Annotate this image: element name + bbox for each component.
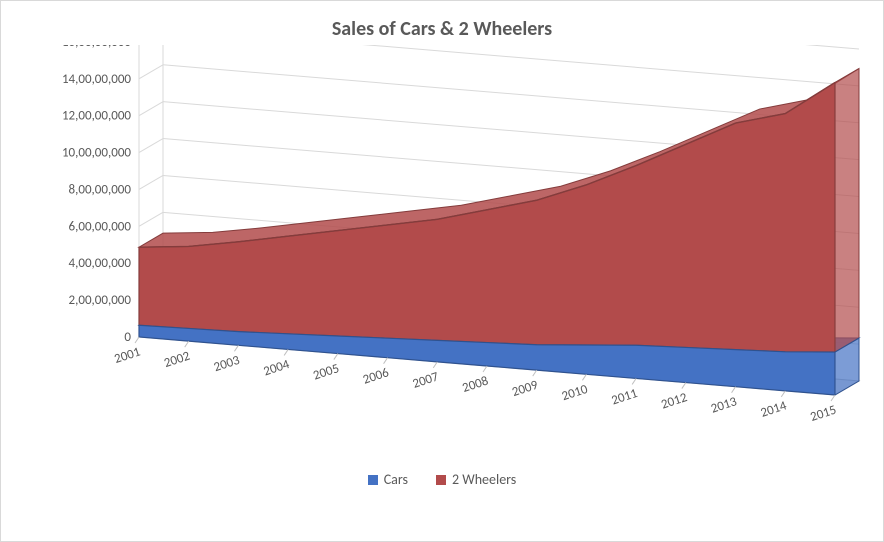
svg-text:10,00,00,000: 10,00,00,000 [62, 146, 131, 161]
svg-text:2015: 2015 [809, 403, 839, 425]
legend-item-2wheelers: 2 Wheelers [436, 471, 516, 488]
svg-text:2009: 2009 [510, 378, 540, 401]
svg-text:2012: 2012 [659, 390, 689, 413]
svg-text:6,00,00,000: 6,00,00,000 [69, 219, 132, 234]
svg-text:2002: 2002 [162, 349, 192, 372]
svg-text:2004: 2004 [262, 357, 292, 380]
legend-swatch-cars [368, 475, 378, 485]
svg-text:2001: 2001 [113, 345, 143, 367]
svg-text:2008: 2008 [461, 373, 491, 396]
chart-svg: 0 2,00,00,000 4,00,00,000 6,00,00,000 8,00,0… [19, 45, 865, 465]
svg-text:2011: 2011 [610, 386, 640, 408]
svg-text:2013: 2013 [709, 394, 739, 417]
svg-text:14,00,00,000: 14,00,00,000 [62, 72, 131, 87]
svg-text:2006: 2006 [361, 365, 391, 388]
svg-text:2003: 2003 [212, 353, 242, 376]
legend: Cars 2 Wheelers [19, 471, 865, 488]
svg-text:16,00,00,000: 16,00,00,000 [62, 45, 131, 50]
svg-text:8,00,00,000: 8,00,00,000 [69, 182, 132, 197]
svg-text:2010: 2010 [560, 382, 590, 405]
svg-text:4,00,00,000: 4,00,00,000 [69, 256, 132, 271]
plot-area: 0 2,00,00,000 4,00,00,000 6,00,00,000 8,00,0… [19, 45, 865, 465]
legend-item-cars: Cars [368, 471, 408, 488]
svg-text:2014: 2014 [759, 398, 789, 421]
chart-frame: Sales of Cars & 2 Wheelers 0 2,00,00,000 4… [0, 0, 884, 542]
svg-text:2,00,00,000: 2,00,00,000 [69, 293, 132, 308]
legend-swatch-2wheelers [436, 475, 446, 485]
legend-label-cars: Cars [384, 471, 408, 488]
svg-text:2007: 2007 [411, 369, 441, 392]
svg-text:2005: 2005 [311, 361, 341, 383]
svg-text:12,00,00,000: 12,00,00,000 [62, 109, 131, 124]
legend-label-2wheelers: 2 Wheelers [452, 471, 516, 488]
svg-text:0: 0 [124, 330, 131, 345]
chart-title: Sales of Cars & 2 Wheelers [19, 17, 865, 41]
